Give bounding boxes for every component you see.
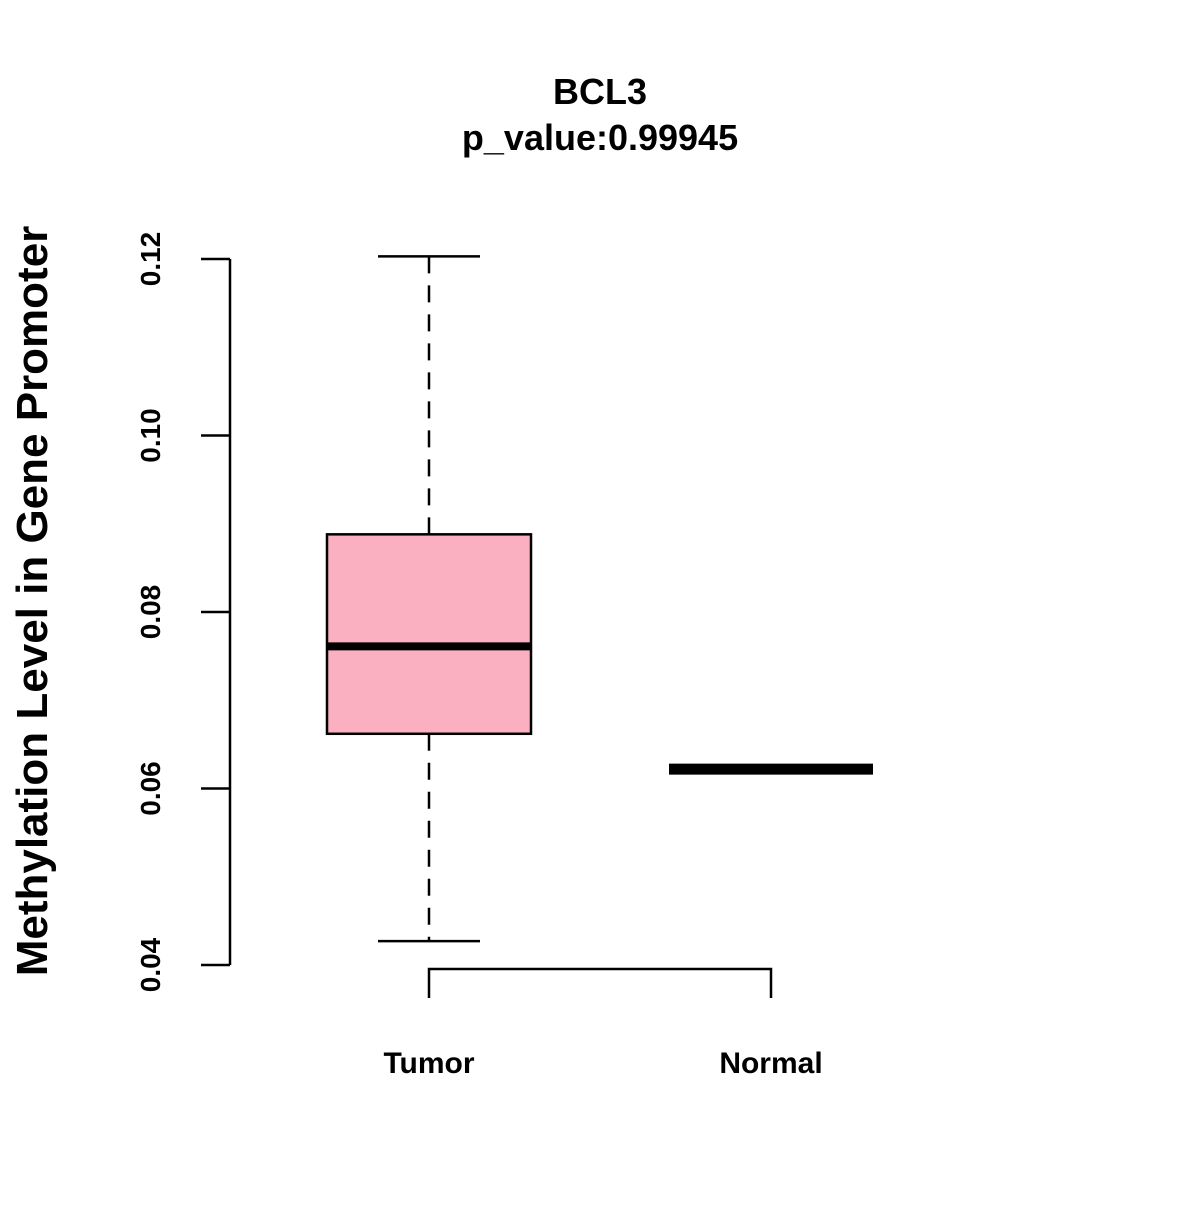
- y-tick-label: 0.04: [135, 937, 166, 992]
- y-tick-label: 0.06: [135, 761, 166, 816]
- chart-subtitle: p_value:0.99945: [462, 117, 738, 158]
- y-axis: 0.04 0.06 0.08 0.10 0.12: [135, 232, 232, 992]
- y-tick-label: 0.10: [135, 408, 166, 463]
- x-category-labels: Tumor Normal: [383, 1047, 822, 1080]
- bracket-line: [427, 967, 773, 998]
- boxes-group: [325, 255, 873, 943]
- box-tumor: [325, 255, 533, 943]
- significance-bracket: [427, 967, 773, 998]
- y-tick-label: 0.12: [135, 232, 166, 287]
- x-category-label: Tumor: [383, 1047, 474, 1080]
- y-tick-label: 0.08: [135, 585, 166, 640]
- y-axis-label: Methylation Level in Gene Promoter: [8, 226, 57, 977]
- chart-title: BCL3: [553, 71, 647, 112]
- x-category-label: Normal: [719, 1047, 822, 1080]
- iqr-box: [325, 533, 533, 736]
